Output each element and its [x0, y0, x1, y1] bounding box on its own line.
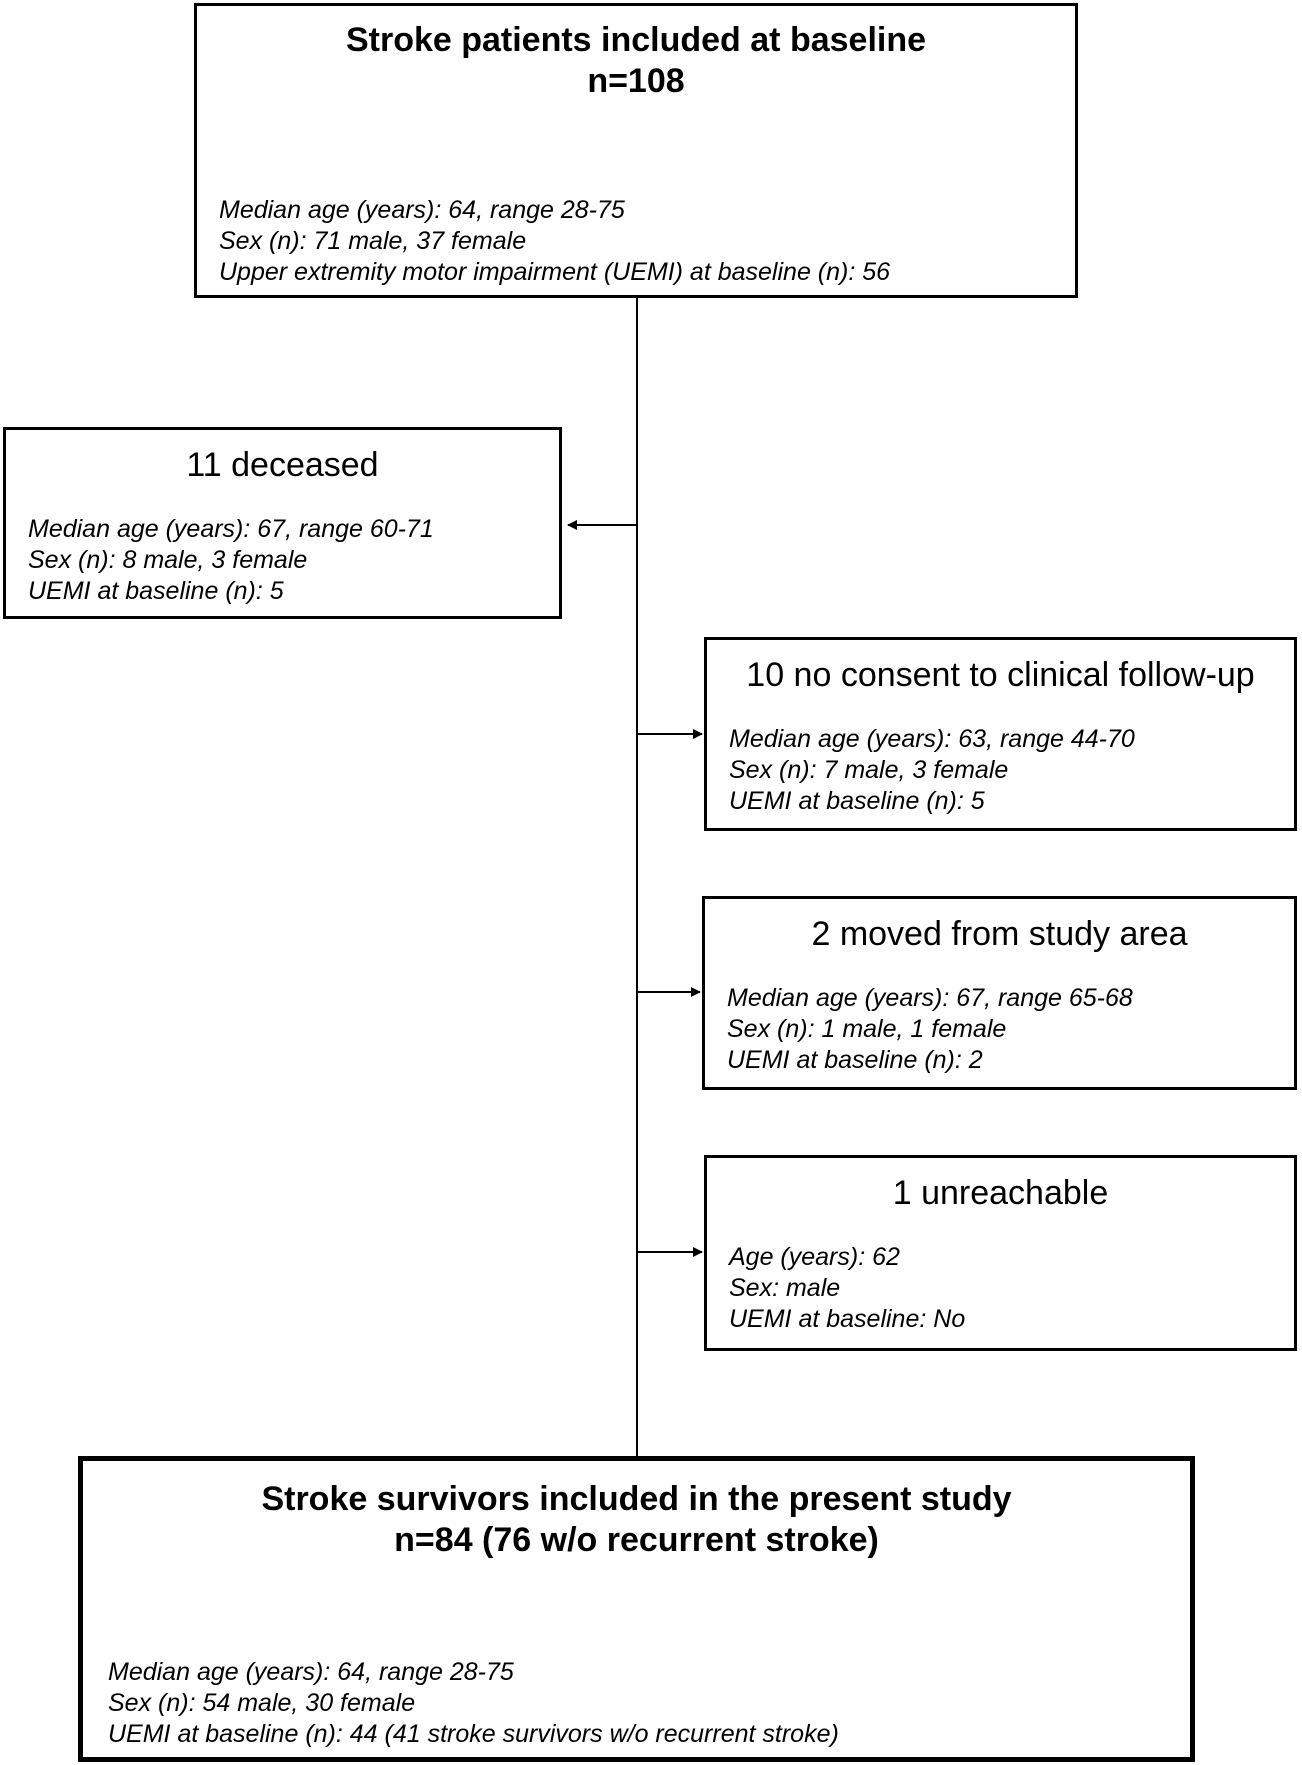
- moved-box: 2 moved from study area Median age (year…: [702, 896, 1297, 1090]
- survivors-title: Stroke survivors included in the present…: [261, 1480, 1012, 1518]
- baseline-details: Median age (years): 64, range 28-75 Sex …: [219, 195, 890, 288]
- survivors-detail-sex: Sex (n): 54 male, 30 female: [108, 1689, 416, 1717]
- baseline-detail-uemi: Upper extremity motor impairment (UEMI) …: [219, 258, 891, 286]
- moved-detail-age: Median age (years): 67, range 65-68: [727, 984, 1133, 1012]
- deceased-detail-uemi: UEMI at baseline (n): 5: [28, 577, 284, 605]
- baseline-detail-age: Median age (years): 64, range 28-75: [219, 196, 625, 224]
- no-consent-details: Median age (years): 63, range 44-70 Sex …: [729, 724, 1135, 817]
- survivors-details: Median age (years): 64, range 28-75 Sex …: [108, 1657, 839, 1750]
- survivors-detail-age: Median age (years): 64, range 28-75: [108, 1658, 514, 1686]
- deceased-details: Median age (years): 67, range 60-71 Sex …: [28, 514, 434, 607]
- deceased-title: 11 deceased: [186, 446, 379, 484]
- baseline-title: Stroke patients included at baseline: [345, 21, 927, 59]
- baseline-detail-sex: Sex (n): 71 male, 37 female: [219, 227, 527, 255]
- unreachable-detail-age: Age (years): 62: [729, 1243, 900, 1271]
- survivors-n: n=84 (76 w/o recurrent stroke): [394, 1521, 879, 1559]
- moved-details: Median age (years): 67, range 65-68 Sex …: [727, 983, 1133, 1076]
- unreachable-box: 1 unreachable Age (years): 62 Sex: male …: [704, 1155, 1297, 1351]
- deceased-box: 11 deceased Median age (years): 67, rang…: [3, 427, 562, 619]
- moved-detail-sex: Sex (n): 1 male, 1 female: [727, 1015, 1007, 1043]
- survivors-detail-uemi: UEMI at baseline (n): 44 (41 stroke surv…: [108, 1720, 839, 1748]
- moved-title: 2 moved from study area: [811, 915, 1188, 953]
- unreachable-title: 1 unreachable: [892, 1174, 1109, 1212]
- survivors-box: Stroke survivors included in the present…: [78, 1456, 1195, 1762]
- no-consent-detail-sex: Sex (n): 7 male, 3 female: [729, 756, 1009, 784]
- no-consent-title: 10 no consent to clinical follow-up: [746, 656, 1255, 694]
- no-consent-detail-uemi: UEMI at baseline (n): 5: [729, 787, 985, 815]
- unreachable-detail-uemi: UEMI at baseline: No: [729, 1305, 966, 1333]
- unreachable-details: Age (years): 62 Sex: male UEMI at baseli…: [729, 1242, 965, 1335]
- deceased-detail-age: Median age (years): 67, range 60-71: [28, 515, 434, 543]
- no-consent-box: 10 no consent to clinical follow-up Medi…: [704, 637, 1297, 831]
- no-consent-detail-age: Median age (years): 63, range 44-70: [729, 725, 1135, 753]
- baseline-n: n=108: [587, 62, 685, 100]
- baseline-box: Stroke patients included at baseline n=1…: [194, 3, 1078, 298]
- unreachable-detail-sex: Sex: male: [729, 1274, 841, 1302]
- deceased-detail-sex: Sex (n): 8 male, 3 female: [28, 546, 308, 574]
- moved-detail-uemi: UEMI at baseline (n): 2: [727, 1046, 983, 1074]
